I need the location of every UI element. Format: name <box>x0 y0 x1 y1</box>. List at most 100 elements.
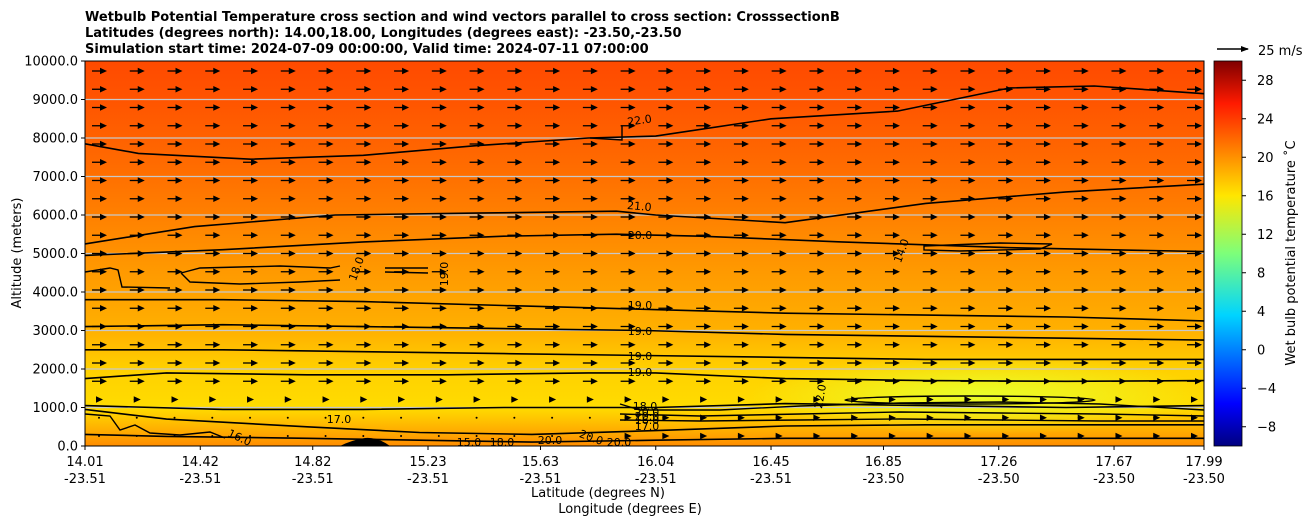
wind-vector <box>813 432 821 440</box>
wind-vector <box>998 177 1014 184</box>
wind-vector <box>884 378 900 385</box>
wind-vector <box>737 396 745 403</box>
wind-vector <box>173 416 176 419</box>
wind-vector <box>205 341 221 348</box>
wind-vector <box>286 435 289 437</box>
wind-vector <box>1149 177 1165 184</box>
wind-vector <box>1149 341 1165 348</box>
wind-vector <box>733 195 749 202</box>
wind-vector <box>847 122 863 129</box>
wind-vector <box>620 177 636 184</box>
y-tick-label: 7000.0 <box>33 170 79 185</box>
wind-vector <box>1073 250 1089 257</box>
colorbar-ticks: −8 −4 0 4 8 12 16 20 24 28 <box>1242 74 1276 435</box>
warm-patch <box>750 355 1210 435</box>
wind-vector <box>1187 305 1202 312</box>
wind-vector <box>809 341 825 348</box>
wind-vector <box>129 341 145 348</box>
wind-vector <box>809 140 825 148</box>
contour-labels: 22.021.020.019.019.019.019.018.017.016.0… <box>226 112 912 449</box>
wind-vector <box>960 195 976 202</box>
wind-vector <box>662 432 670 440</box>
contour-line-19 <box>84 408 1204 436</box>
wind-vector <box>775 396 783 403</box>
wind-vector <box>620 122 636 129</box>
wind-vector <box>771 67 787 75</box>
wind-vector <box>92 268 107 275</box>
wind-vector <box>960 104 976 111</box>
wind-vector <box>771 378 787 385</box>
contour-label: 16.0 <box>635 414 660 427</box>
wind-vector <box>1149 140 1165 148</box>
wind-vector <box>884 122 900 129</box>
wind-vector <box>167 177 183 184</box>
wind-vector <box>1035 159 1051 166</box>
wind-vector <box>129 359 145 367</box>
wind-vector <box>507 195 523 202</box>
wind-vector <box>92 177 107 184</box>
wind-vector <box>771 122 787 129</box>
wind-vector <box>847 323 863 330</box>
wind-vector <box>205 177 221 184</box>
wind-vector <box>129 67 145 75</box>
wind-vector <box>1035 268 1051 275</box>
wind-vector <box>960 122 976 129</box>
wind-vector <box>469 232 485 239</box>
wind-vector <box>469 305 485 312</box>
wind-vector <box>469 140 485 148</box>
wind-vector <box>809 359 825 367</box>
wind-vector <box>129 286 145 294</box>
wind-vector <box>243 104 259 111</box>
x-tick-lon: -23.51 <box>292 472 334 487</box>
contour-loop <box>923 242 1053 252</box>
wind-vector <box>1149 305 1165 312</box>
wind-vector <box>469 177 485 184</box>
x-tick-lon: -23.50 <box>1093 472 1135 487</box>
wind-vector <box>469 86 485 93</box>
wind-vector <box>475 416 478 419</box>
wind-vector <box>960 86 976 93</box>
wind-vector <box>318 323 334 330</box>
wind-vector <box>884 286 900 294</box>
wind-vector <box>998 159 1014 166</box>
wind-vector <box>280 232 296 239</box>
wind-vector <box>1149 378 1165 385</box>
wind-vector <box>167 323 183 330</box>
wind-vector <box>1073 305 1089 312</box>
wind-vector <box>998 86 1014 93</box>
wind-vector <box>771 323 787 330</box>
wind-vector <box>1149 122 1165 129</box>
wind-vector <box>205 250 221 257</box>
wind-vector <box>1191 396 1198 403</box>
wind-vector <box>469 268 485 275</box>
wind-vector <box>1111 232 1127 239</box>
wind-vector <box>998 378 1014 385</box>
wind-vector <box>658 86 674 93</box>
wind-vector <box>356 359 372 367</box>
wind-vector <box>998 341 1014 348</box>
wind-vector <box>998 268 1014 275</box>
wind-vector <box>624 396 632 403</box>
wind-vector <box>733 213 749 221</box>
wind-vector <box>884 359 900 367</box>
wind-vector <box>1002 396 1010 403</box>
wind-vector <box>1111 177 1127 184</box>
wind-vector <box>431 140 447 148</box>
colorbar-label: Wet bulb potential temperature ˚C <box>1283 140 1299 365</box>
wind-vector <box>1073 86 1089 93</box>
wind-vector <box>1149 323 1165 330</box>
wind-vector <box>809 323 825 330</box>
wind-vector <box>507 213 523 221</box>
wind-vector <box>545 378 561 385</box>
wind-vector <box>284 396 292 403</box>
plot-area <box>84 60 1210 447</box>
wind-vector <box>1073 195 1089 202</box>
colorbar-tick-label: 28 <box>1257 74 1274 89</box>
contour-label: 20.0 <box>635 410 660 423</box>
wind-vector <box>507 268 523 275</box>
wind-vector <box>243 286 259 294</box>
wind-vector <box>884 177 900 184</box>
wind-vector <box>243 268 259 275</box>
wind-vector <box>620 232 636 239</box>
wind-vector <box>960 286 976 294</box>
